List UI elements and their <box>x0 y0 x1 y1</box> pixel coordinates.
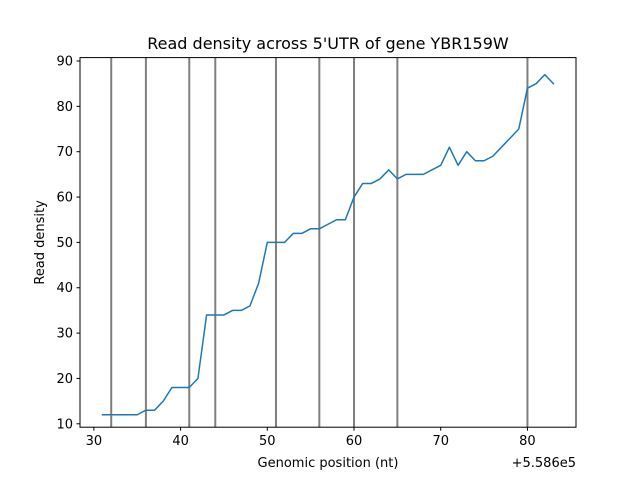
chart-title: Read density across 5'UTR of gene YBR159… <box>147 34 509 53</box>
x-axis-label: Genomic position (nt) <box>258 456 399 471</box>
y-tick-label: 30 <box>56 327 73 342</box>
x-tick-label: 30 <box>86 434 103 449</box>
x-tick-label: 70 <box>432 434 449 449</box>
y-tick-label: 80 <box>56 100 73 115</box>
y-tick-label: 40 <box>56 281 73 296</box>
y-tick-label: 60 <box>56 191 73 206</box>
vertical-marker-lines <box>110 57 529 428</box>
y-tick-label: 70 <box>56 145 73 160</box>
x-tick-label: 80 <box>519 434 536 449</box>
x-axis-offset-label: +5.586e5 <box>512 456 576 471</box>
y-tick-label: 20 <box>56 372 73 387</box>
x-tick-label: 50 <box>259 434 276 449</box>
series-layer <box>101 73 555 416</box>
x-tick-label: 40 <box>172 434 189 449</box>
y-axis-label: Read density <box>33 200 48 285</box>
y-tick-label: 90 <box>56 55 73 70</box>
y-tick-label: 10 <box>56 417 73 432</box>
y-tick-label: 50 <box>56 236 73 251</box>
x-axis-ticks: 30 40 50 60 70 80 <box>86 427 536 449</box>
y-axis-ticks: 10 20 30 40 50 60 70 80 90 <box>56 55 80 432</box>
x-tick-label: 60 <box>346 434 363 449</box>
